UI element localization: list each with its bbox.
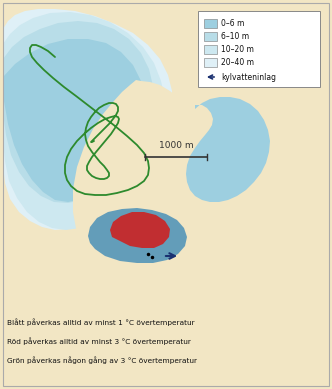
Polygon shape xyxy=(3,9,172,386)
Polygon shape xyxy=(3,39,144,386)
Text: Grön påverkas någon gång av 3 °C övertemperatur: Grön påverkas någon gång av 3 °C övertem… xyxy=(7,356,197,364)
Bar xyxy=(204,32,217,41)
Text: 6–10 m: 6–10 m xyxy=(221,32,249,41)
Polygon shape xyxy=(186,97,270,202)
Text: kylvatteninlag: kylvatteninlag xyxy=(221,72,276,82)
Text: Röd påverkas alltid av minst 3 °C övertemperatur: Röd påverkas alltid av minst 3 °C överte… xyxy=(7,337,191,345)
Polygon shape xyxy=(110,212,170,248)
Polygon shape xyxy=(88,208,187,263)
Text: 10–20 m: 10–20 m xyxy=(221,45,254,54)
Polygon shape xyxy=(73,3,329,386)
FancyBboxPatch shape xyxy=(198,11,320,87)
Text: Blått påverkas alltid av minst 1 °C övertemperatur: Blått påverkas alltid av minst 1 °C över… xyxy=(7,318,195,326)
Text: 1000 m: 1000 m xyxy=(159,141,193,150)
Text: 20–40 m: 20–40 m xyxy=(221,58,254,67)
Bar xyxy=(204,45,217,54)
Bar xyxy=(204,58,217,67)
Polygon shape xyxy=(3,12,165,386)
Text: 0–6 m: 0–6 m xyxy=(221,19,244,28)
Polygon shape xyxy=(3,21,153,386)
Bar xyxy=(204,19,217,28)
